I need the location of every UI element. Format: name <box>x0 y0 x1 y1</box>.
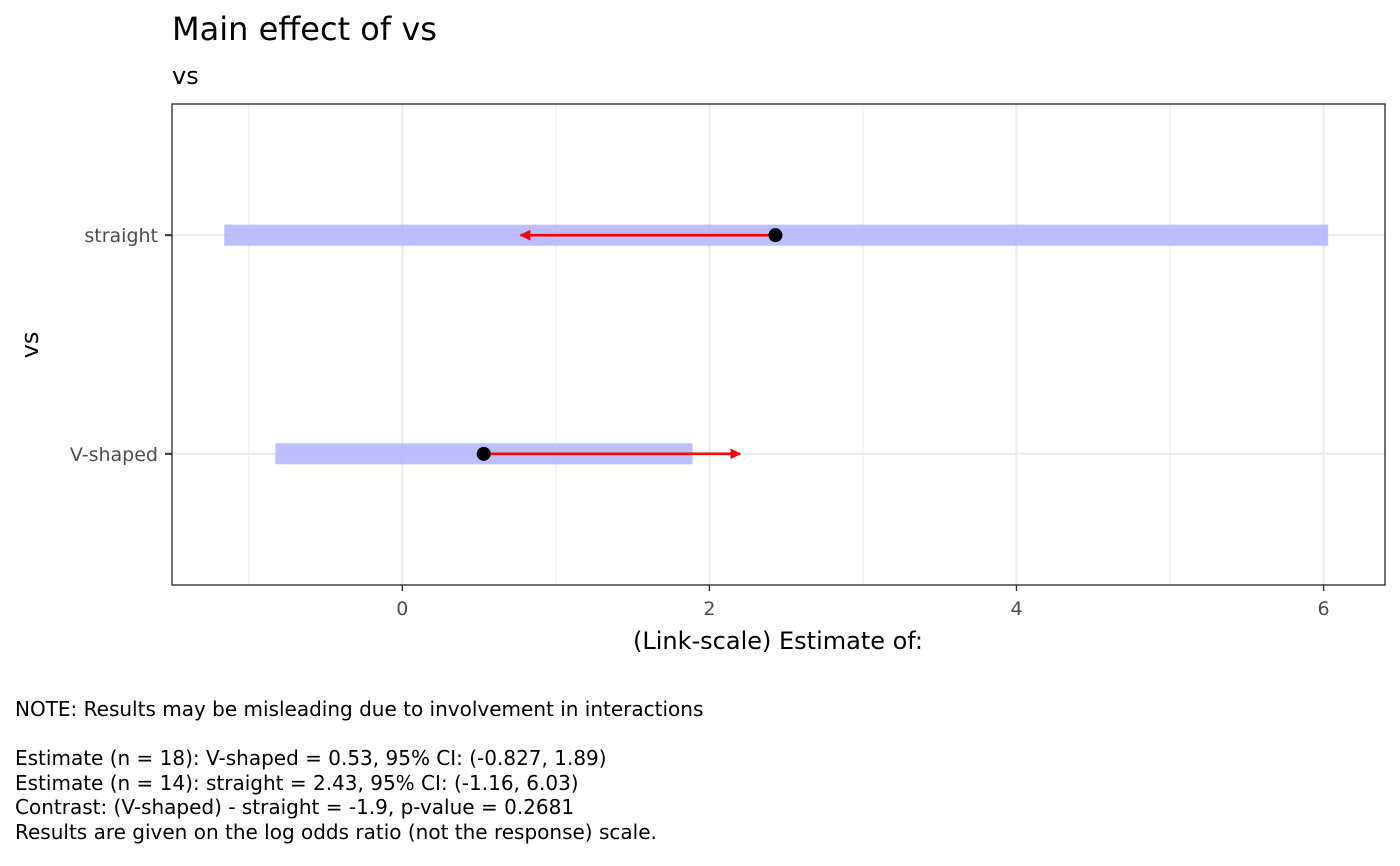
chart-subtitle: vs <box>172 62 199 90</box>
estimate-point-v-shaped <box>476 446 491 461</box>
results-notes: NOTE: Results may be misleading due to i… <box>15 697 703 844</box>
y-tick-label: V-shaped <box>70 444 158 466</box>
y-axis-title: vs <box>16 332 44 359</box>
x-tick-label: 2 <box>703 598 715 620</box>
y-tick-label: straight <box>84 225 158 247</box>
estimate-v-shaped-line: Estimate (n = 18): V-shaped = 0.53, 95% … <box>15 746 607 770</box>
estimate-point-straight <box>768 228 783 243</box>
estimate-straight-line: Estimate (n = 14): straight = 2.43, 95% … <box>15 770 579 795</box>
x-axis-title: (Link-scale) Estimate of: <box>633 627 923 655</box>
x-tick-label: 0 <box>396 598 408 620</box>
x-tick-label: 6 <box>1318 598 1330 620</box>
panel-background <box>172 104 1385 585</box>
x-tick-label: 4 <box>1010 598 1022 620</box>
interaction-warning: NOTE: Results may be misleading due to i… <box>15 697 704 721</box>
contrast-line: Contrast: (V-shaped) - straight = -1.9, … <box>15 795 575 819</box>
plot-panel: 0 2 4 6 V-shaped straight <box>70 103 1386 620</box>
note-spacer <box>15 722 703 747</box>
effect-plot: Main effect of vs vs 0 2 4 6 V-shaped straigh… <box>16 10 1386 655</box>
chart-title: Main effect of vs <box>172 10 437 48</box>
scale-note-line: Results are given on the log odds ratio … <box>15 819 657 844</box>
panel-border <box>171 103 1386 586</box>
